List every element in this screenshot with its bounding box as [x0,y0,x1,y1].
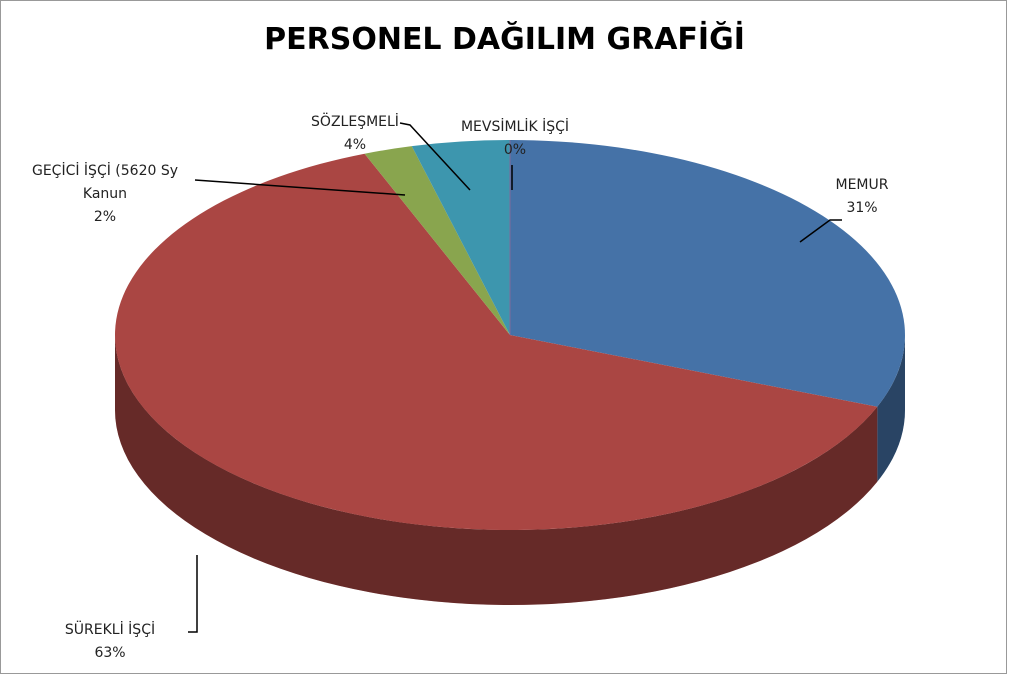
slice-side [877,335,905,482]
slice-side-shade [115,335,878,606]
value-label: 2% [93,209,117,225]
category-label: MEMUR [835,177,889,193]
data-label: SÖZLEŞMELİ 4% [295,111,415,157]
pie-tops [115,140,905,530]
leader-line [194,179,406,196]
slice [364,146,510,335]
data-label: SÜREKLİ İŞÇİ 63% [35,619,185,665]
slice-side [115,335,878,606]
value-label: 31% [846,200,878,216]
slice [510,140,905,407]
value-label: 63% [94,645,126,661]
data-label: GEÇİCİ İŞÇİ (5620 Sy Kanun 2% [10,160,200,229]
pie-sides [115,335,905,606]
slice [411,140,510,335]
leader-line [799,219,842,243]
category-label: SÜREKLİ İŞÇİ [64,622,156,638]
slice [115,153,878,530]
slice-side-shade [877,335,905,482]
data-label: MEMUR 31% [802,174,922,220]
leader-line [188,555,198,633]
chart-title: PERSONEL DAĞILIM GRAFİĞİ [264,22,745,57]
leader-lines [188,122,842,633]
category-label: GEÇİCİ İŞÇİ (5620 Sy Kanun [31,163,179,202]
data-label: MEVSİMLİK İŞÇİ 0% [435,116,595,162]
category-label: MEVSİMLİK İŞÇİ [460,119,570,135]
value-label: 0% [503,142,527,158]
value-label: 4% [343,137,367,153]
category-label: SÖZLEŞMELİ [311,114,399,130]
leader-line [399,122,471,191]
